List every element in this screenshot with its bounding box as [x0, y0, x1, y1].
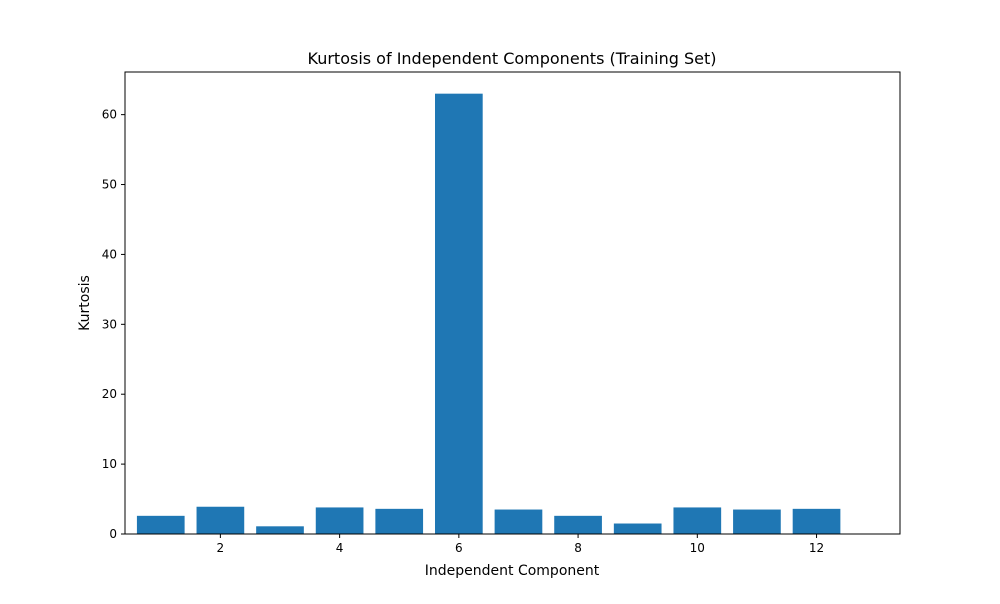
x-tick-label: 8: [574, 541, 582, 555]
x-tick-label: 10: [690, 541, 705, 555]
bar-component-8: [554, 515, 602, 534]
bar-component-9: [613, 523, 662, 534]
y-tick-label: 60: [102, 108, 117, 122]
y-tick-label: 50: [102, 178, 117, 192]
y-tick-label: 30: [102, 317, 117, 331]
plot-area: [136, 93, 841, 535]
x-axis-label: Independent Component: [425, 563, 600, 579]
bar-component-4: [315, 507, 364, 534]
y-tick-label: 20: [102, 387, 117, 401]
y-tick-label: 40: [102, 247, 117, 261]
x-tick-label: 12: [809, 541, 824, 555]
y-tick-label: 0: [109, 527, 117, 541]
y-axis-label: Kurtosis: [77, 275, 93, 331]
chart-title: Kurtosis of Independent Components (Trai…: [308, 49, 717, 68]
bar-component-1: [136, 515, 185, 534]
bar-component-5: [375, 508, 424, 534]
bar-component-11: [733, 509, 781, 534]
x-tick-label: 2: [217, 541, 225, 555]
bar-component-10: [673, 507, 722, 534]
bar-component-7: [494, 509, 543, 534]
plot-frame: [124, 71, 901, 535]
bar-component-12: [792, 508, 841, 534]
y-axis: 0 10 20 30 40 50 60: [102, 108, 125, 541]
x-tick-label: 6: [455, 541, 463, 555]
x-axis: 2 4 6 8 10 12: [217, 534, 824, 555]
y-tick-label: 10: [102, 457, 117, 471]
bar-component-2: [196, 506, 245, 534]
x-tick-label: 4: [336, 541, 344, 555]
bar-component-6: [435, 93, 483, 535]
bar-component-3: [256, 526, 304, 534]
